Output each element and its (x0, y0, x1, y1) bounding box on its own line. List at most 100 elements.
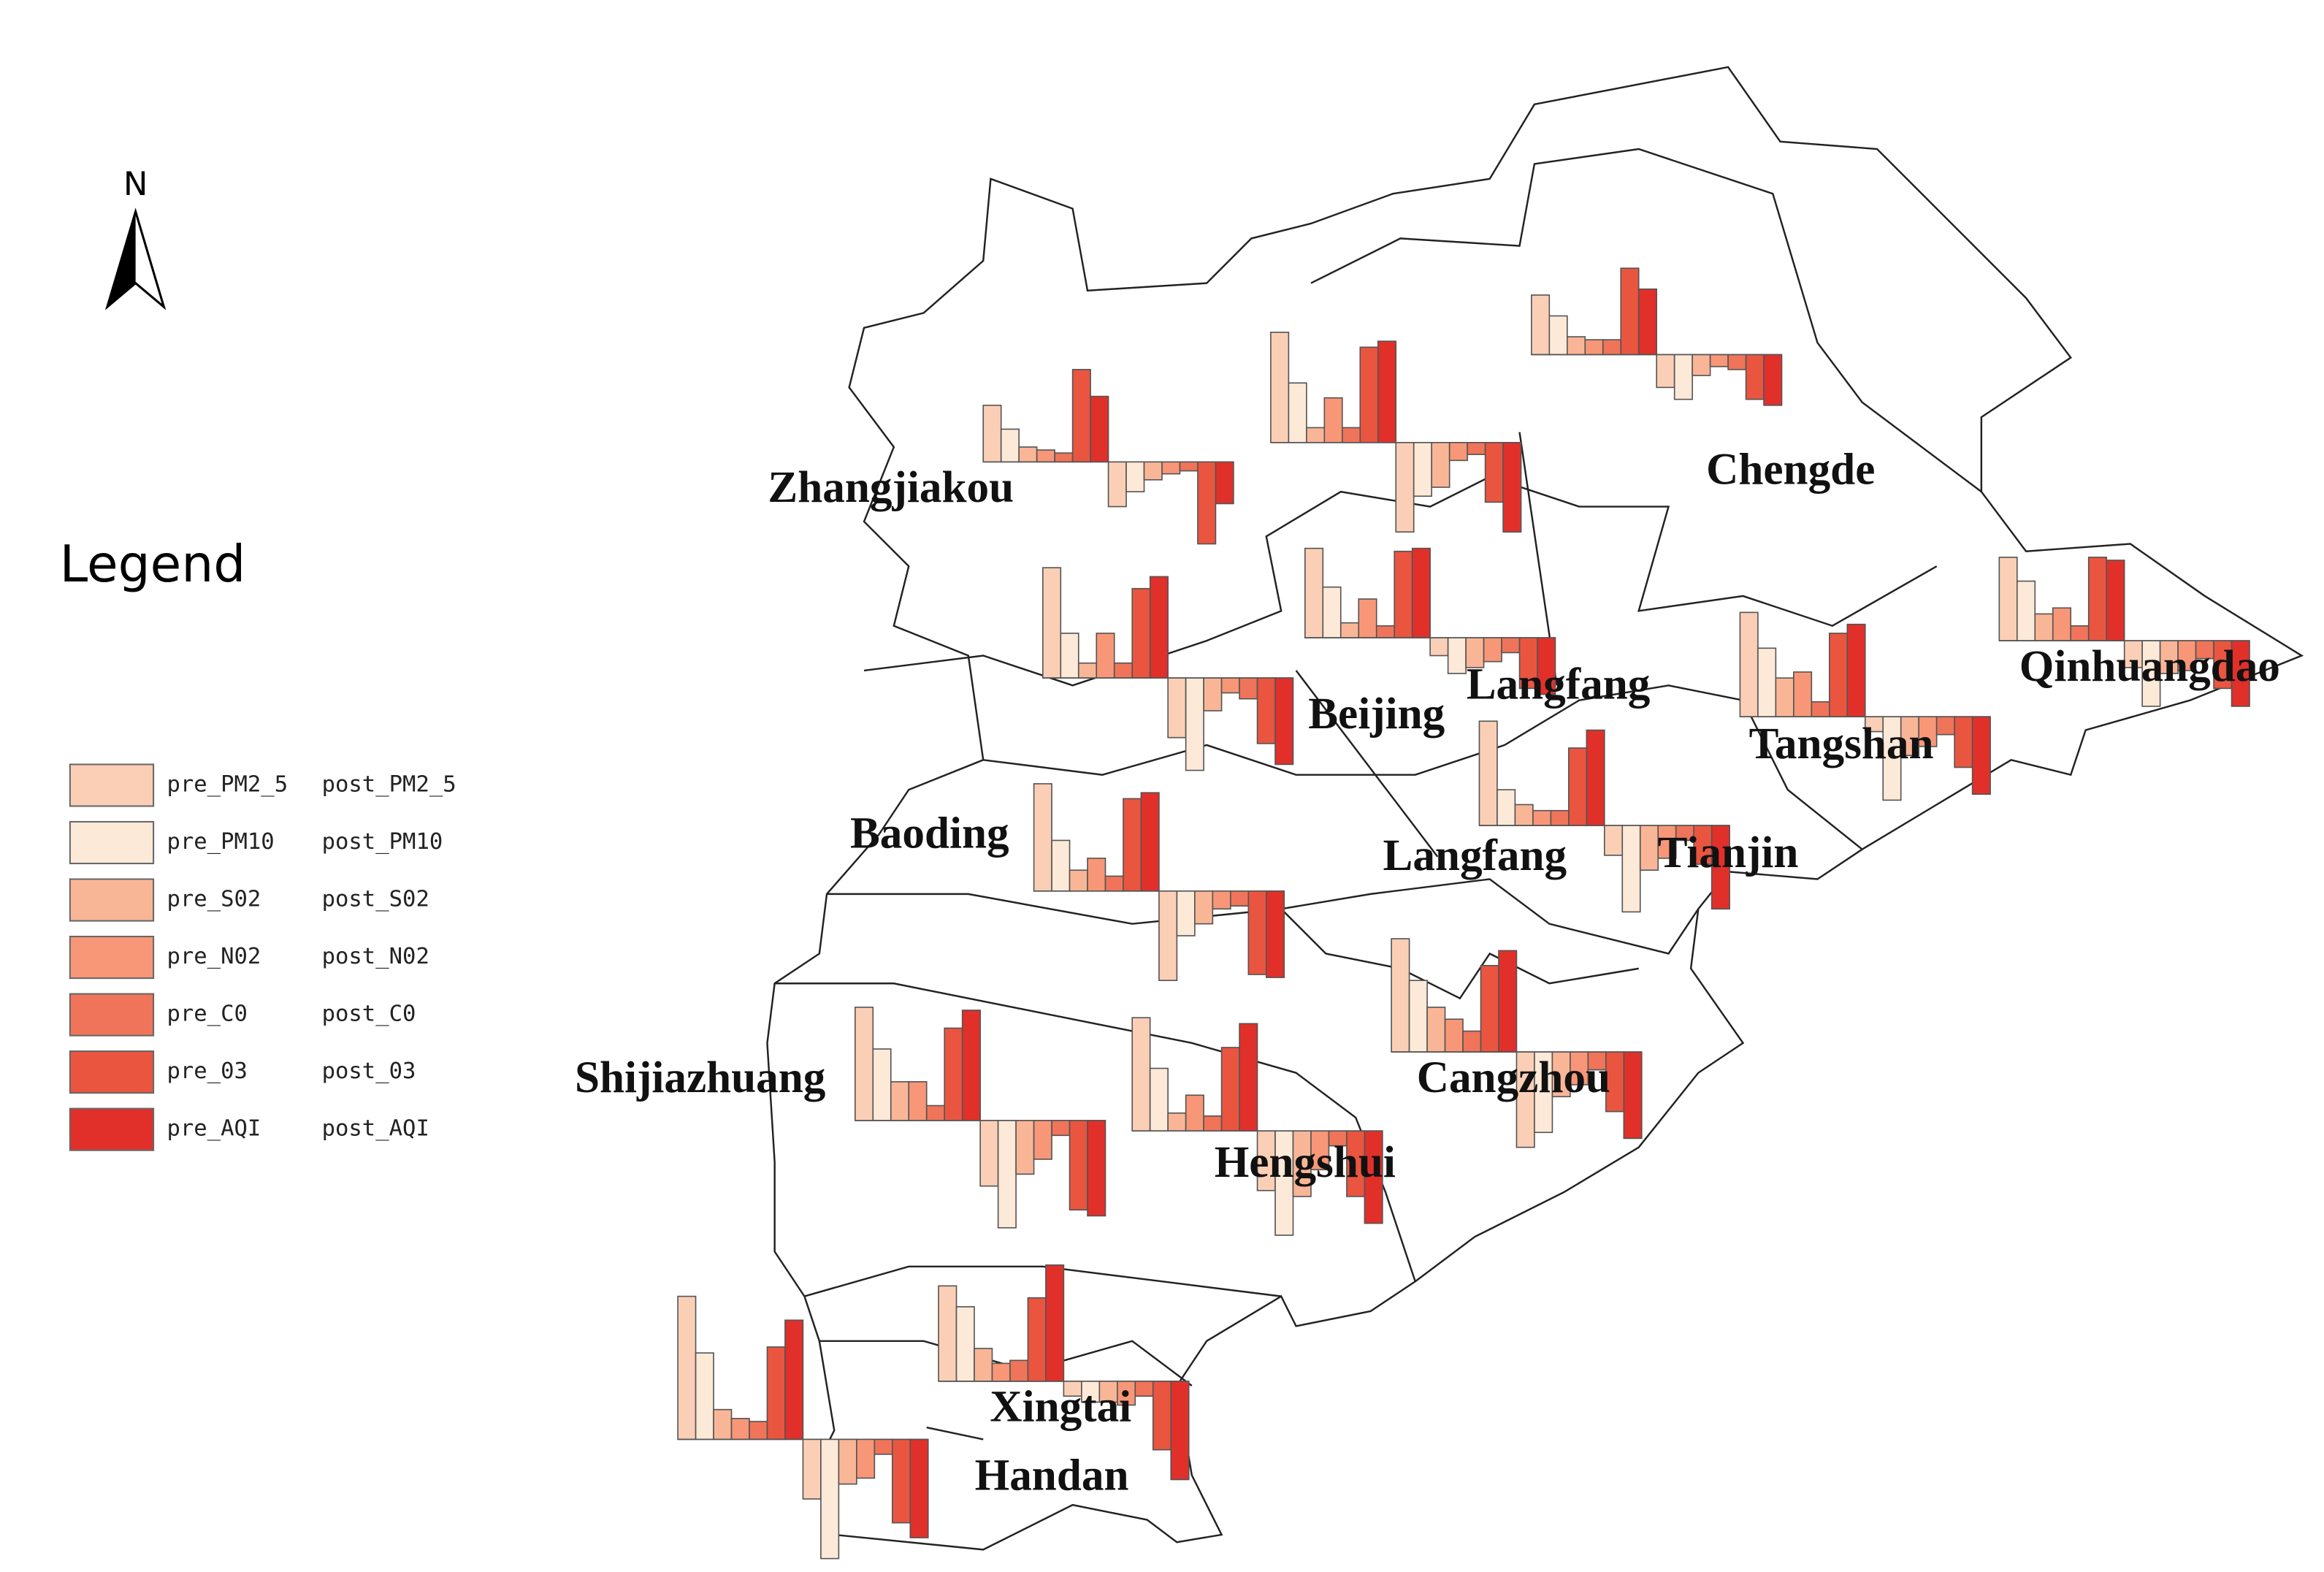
pre-bar (695, 1352, 714, 1441)
legend-swatch (69, 763, 155, 807)
legend-swatch (69, 1050, 155, 1094)
pre-bar (1140, 792, 1160, 892)
city-label: Handan (975, 1451, 1129, 1500)
post-bar (1203, 677, 1223, 711)
post-bar (1107, 461, 1127, 508)
post-bar (1015, 1120, 1035, 1175)
legend-post: post_03 (322, 1058, 416, 1084)
pre-bar (1304, 547, 1324, 638)
post-bar (1212, 890, 1231, 910)
city-label: Chengde (1706, 445, 1875, 495)
post-bar (1710, 825, 1730, 910)
pre-bar (1042, 567, 1062, 679)
post-bar (874, 1438, 893, 1455)
bar-chart (1478, 720, 1730, 913)
post-bar (802, 1438, 822, 1500)
post-bar (1134, 1381, 1154, 1397)
post-bar (1431, 442, 1450, 488)
pre-bar (1498, 950, 1518, 1053)
pre-bar (1288, 382, 1307, 443)
post-bar (1518, 637, 1538, 690)
pre-bar (1462, 1030, 1482, 1053)
post-bar (891, 1438, 911, 1524)
pre-bar (1131, 1017, 1151, 1132)
post-bar (1657, 825, 1677, 859)
pre-bar (1051, 839, 1071, 892)
bar-chart (1033, 783, 1285, 982)
post-bar (1346, 1130, 1366, 1197)
post-bar (1395, 442, 1415, 533)
post-bar (1197, 461, 1217, 545)
post-bar (1081, 1381, 1101, 1403)
post-bar (909, 1438, 929, 1538)
legend-post: post_PM2_5 (322, 771, 456, 797)
post-bar (1429, 637, 1449, 657)
city-label: Tangshan (1749, 719, 1934, 768)
pre-bar (1341, 427, 1361, 443)
bar-chart (982, 369, 1234, 545)
pre-bar (944, 1027, 963, 1121)
legend-swatch (69, 820, 155, 865)
charts (677, 267, 2250, 1560)
pre-bar (1480, 964, 1499, 1053)
pre-bar (1531, 294, 1551, 356)
legend-swatch (69, 878, 155, 922)
bar-chart (1739, 611, 1991, 801)
post-bar (1918, 716, 1938, 747)
post-bar (2141, 640, 2161, 707)
post-bar (1179, 461, 1199, 472)
legend-pre: pre_N02 (167, 944, 261, 969)
post-bar (1364, 1130, 1383, 1224)
pre-bar (938, 1285, 957, 1382)
pre-bar (677, 1295, 697, 1441)
post-bar (1447, 637, 1467, 674)
pre-bar (1306, 427, 1326, 443)
pre-bar (1828, 633, 1849, 717)
post-bar (1882, 716, 1902, 801)
pre-bar (854, 1007, 874, 1121)
pre-bar (1637, 288, 1658, 356)
pre-bar (1408, 980, 1428, 1053)
post-bar (1467, 442, 1486, 455)
bar-chart (677, 1295, 929, 1560)
post-bar (1161, 461, 1181, 475)
pre-bar (908, 1081, 928, 1121)
pre-bar (1620, 267, 1640, 356)
pre-bar (1358, 598, 1377, 638)
pre-bar (1060, 633, 1079, 679)
pre-bar (982, 405, 1002, 463)
pre-bar (1149, 1067, 1169, 1132)
post-bar (1176, 890, 1196, 936)
legend-pre: pre_S02 (167, 887, 261, 912)
city-label: Cangzhou (1417, 1053, 1610, 1102)
post-bar (1194, 890, 1214, 925)
post-bar (1502, 442, 1522, 533)
pre-bar (1584, 339, 1604, 356)
post-bar (1515, 1051, 1535, 1148)
pre-bar (1566, 336, 1586, 356)
legend-swatch (69, 993, 155, 1037)
post-bar (1763, 354, 1783, 406)
pre-bar (1203, 1115, 1223, 1132)
pre-bar (890, 1081, 910, 1121)
pre-bar (1375, 625, 1396, 638)
post-bar (1413, 442, 1433, 497)
district-line (804, 1265, 1282, 1297)
post-bar (1727, 354, 1747, 370)
district-line (827, 878, 1700, 955)
pre-bar (1602, 339, 1622, 356)
pre-bar (925, 1104, 946, 1121)
legend-post: post_AQI (322, 1116, 429, 1142)
legend-pre: pre_PM2_5 (167, 771, 288, 797)
pre-bar (1090, 395, 1109, 463)
bar-chart (1531, 267, 1783, 406)
bar-chart (1270, 332, 1522, 533)
post-bar (1501, 637, 1521, 654)
post-bar (1274, 677, 1294, 766)
pre-bar (1131, 587, 1151, 679)
city-label: Xingtai (990, 1382, 1131, 1432)
pre-bar (1096, 633, 1115, 679)
pre-bar (1426, 1007, 1446, 1053)
legend-pre: pre_C0 (167, 1001, 247, 1027)
